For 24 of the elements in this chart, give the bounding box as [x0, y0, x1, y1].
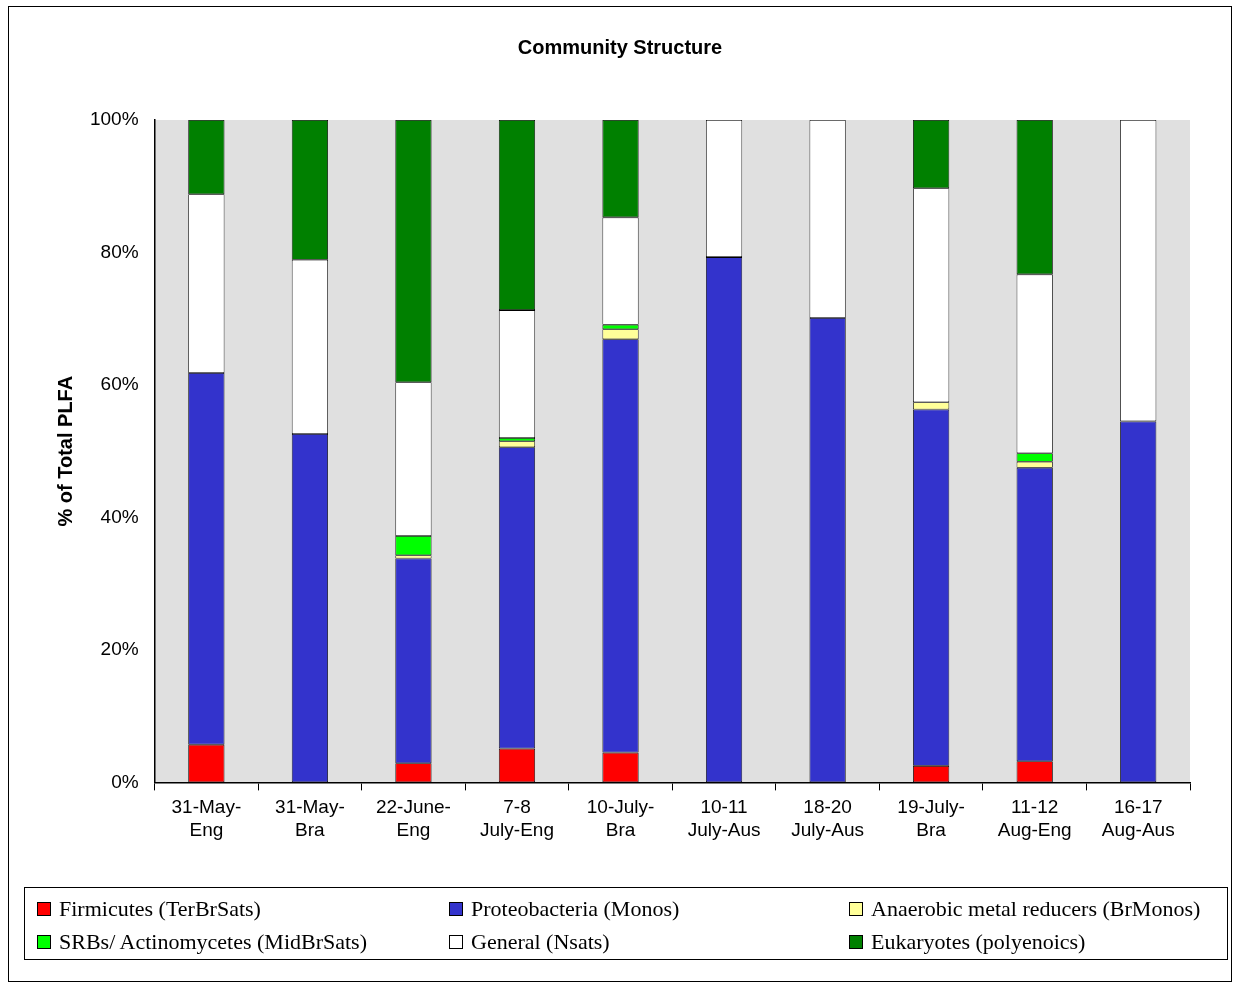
legend-label: Firmicutes (TerBrSats): [59, 895, 261, 922]
legend-label: General (Nsats): [471, 929, 610, 955]
x-tick-label: 10-11 July-Aus: [687, 796, 761, 840]
x-tick-label: 31-May-Bra: [275, 796, 345, 840]
legend-label: Anaerobic metal reducers (BrMonos): [871, 895, 1201, 922]
x-tick-label: 22-June-Eng: [375, 796, 451, 840]
y-tick-label: 40%: [100, 505, 139, 527]
x-tick-label: 16-17 Aug-Aus: [1101, 796, 1175, 840]
x-tick-label: 18-20 July-Aus: [791, 796, 865, 840]
y-tick-label: 60%: [100, 373, 139, 395]
x-tick-label: 7-8 July-Eng: [480, 796, 554, 840]
legend-label: Proteobacteria (Monos): [471, 895, 680, 922]
y-tick-label: 100%: [89, 108, 139, 130]
legend-label: SRBs/ Actinomycetes (MidBrSats): [59, 929, 367, 955]
x-tick-label: 19-July-Bra: [897, 796, 965, 840]
chart-title: Community Structure: [517, 35, 723, 58]
y-tick-label: 0%: [111, 770, 139, 792]
y-tick-label: 20%: [100, 638, 139, 660]
legend-label: Eukaryotes (polyenoics): [871, 929, 1086, 955]
x-tick-label: 10-July-Bra: [586, 796, 655, 840]
y-tick-label: 80%: [100, 240, 139, 262]
y-axis-title: % of Total PLFA: [53, 375, 76, 527]
x-tick-label: 11-12 Aug-Eng: [997, 796, 1072, 840]
x-tick-label: 31-May-Eng: [171, 796, 242, 840]
